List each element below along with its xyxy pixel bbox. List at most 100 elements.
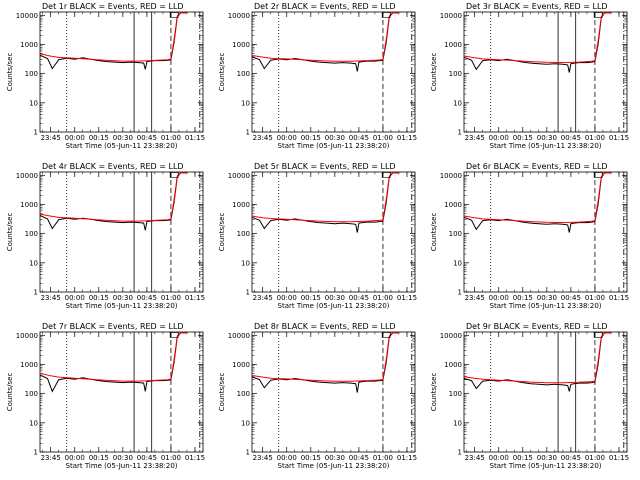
y-tick-label: 1000 (20, 201, 38, 209)
x-tick-label: 01:00 (585, 454, 605, 462)
y-tick-label: 10 (241, 99, 250, 107)
x-tick-label: 01:15 (609, 294, 629, 302)
y-tick-label: 1 (458, 449, 462, 457)
y-tick-label: 10 (453, 99, 462, 107)
y-tick-label: 10000 (16, 12, 38, 20)
series-line-events (464, 172, 611, 233)
y-tick-label: 10000 (16, 332, 38, 340)
y-axis-label: Counts/sec (218, 373, 226, 412)
x-tick-label: 01:00 (161, 294, 181, 302)
y-tick-label: 100 (25, 230, 38, 238)
y-tick-label: 10000 (228, 12, 250, 20)
chart-panel-2: Det 2r BLACK = Events, RED = LLD 1 10 100 10… (218, 2, 417, 150)
chart-panel-4: Det 4r BLACK = Events, RED = LLD 1 10 100 10… (6, 162, 205, 310)
chart-panel-5: Det 5r BLACK = Events, RED = LLD 1 10 100 10… (218, 162, 417, 310)
x-tick-label: 01:15 (185, 134, 205, 142)
x-tick-label: 00:30 (325, 294, 345, 302)
chart-title: Det 9r BLACK = Events, RED = LLD (466, 322, 608, 331)
chart-title: Det 8r BLACK = Events, RED = LLD (254, 322, 396, 331)
x-tick-label: 01:15 (397, 134, 417, 142)
y-tick-label: 1 (246, 449, 250, 457)
plot-frame (463, 11, 628, 133)
x-tick-label: 00:45 (137, 454, 157, 462)
x-tick-label: 00:45 (561, 294, 581, 302)
x-tick-label: 01:00 (585, 294, 605, 302)
y-tick-label: 100 (449, 70, 462, 78)
x-tick-label: 00:15 (513, 454, 533, 462)
series-line-lld (40, 172, 187, 222)
x-tick-label: 01:15 (185, 454, 205, 462)
x-tick-label: 00:30 (537, 134, 557, 142)
series-line-events (464, 332, 611, 392)
x-tick-label: 01:15 (185, 294, 205, 302)
x-tick-label: 23:45 (253, 454, 273, 462)
x-tick-label: 23:45 (253, 294, 273, 302)
x-tick-label: 00:30 (325, 454, 345, 462)
x-tick-label: 01:15 (397, 294, 417, 302)
x-tick-label: 01:15 (397, 454, 417, 462)
x-tick-label: 23:45 (465, 134, 485, 142)
x-tick-label: 00:15 (301, 134, 321, 142)
y-tick-label: 1000 (20, 361, 38, 369)
y-tick-label: 10000 (228, 172, 250, 180)
plot-frame (39, 11, 204, 133)
series-line-lld (40, 12, 187, 62)
y-axis-label: Counts/sec (6, 53, 14, 92)
series-line-lld (252, 172, 399, 223)
x-tick-label: 23:45 (41, 294, 61, 302)
peak-box-glyph (593, 172, 603, 178)
y-axis-label: Counts/sec (430, 53, 438, 92)
x-tick-label: 00:00 (65, 134, 85, 142)
chart-title: Det 5r BLACK = Events, RED = LLD (254, 162, 396, 171)
chart-title: Det 6r BLACK = Events, RED = LLD (466, 162, 608, 171)
y-tick-label: 1000 (232, 201, 250, 209)
peak-box-glyph (169, 332, 179, 338)
x-tick-label: 23:45 (465, 294, 485, 302)
x-tick-label: 00:00 (65, 294, 85, 302)
y-tick-label: 100 (237, 390, 250, 398)
x-tick-label: 23:45 (253, 134, 273, 142)
x-tick-label: 00:00 (489, 134, 509, 142)
x-axis-label: Start Time (05-Jun-11 23:38:20) (278, 302, 390, 310)
x-tick-label: 00:15 (301, 454, 321, 462)
chart-title: Det 1r BLACK = Events, RED = LLD (42, 2, 184, 11)
series-line-events (40, 172, 187, 231)
y-axis-label: Counts/sec (6, 213, 14, 252)
y-tick-label: 100 (237, 230, 250, 238)
chart-title: Det 7r BLACK = Events, RED = LLD (42, 322, 184, 331)
y-axis-label: Counts/sec (6, 373, 14, 412)
y-axis-label: Counts/sec (430, 213, 438, 252)
y-tick-label: 1000 (232, 41, 250, 49)
plot-frame (463, 331, 628, 453)
y-tick-label: 1 (246, 289, 250, 297)
x-tick-label: 01:00 (161, 134, 181, 142)
series-line-lld (252, 12, 399, 62)
peak-box-glyph (381, 12, 391, 18)
series-line-events (464, 12, 611, 73)
y-tick-label: 1000 (444, 361, 462, 369)
x-tick-label: 01:15 (609, 134, 629, 142)
plot-frame (251, 331, 416, 453)
x-tick-label: 00:00 (277, 294, 297, 302)
chart-title: Det 2r BLACK = Events, RED = LLD (254, 2, 396, 11)
series-line-events (40, 332, 187, 393)
y-tick-label: 10 (29, 99, 38, 107)
x-tick-label: 23:45 (465, 454, 485, 462)
peak-box-glyph (593, 12, 603, 18)
x-tick-label: 23:45 (41, 134, 61, 142)
y-axis-label: Counts/sec (430, 373, 438, 412)
x-tick-label: 00:45 (561, 134, 581, 142)
peak-box-glyph (381, 172, 391, 178)
x-axis-label: Start Time (05-Jun-11 23:38:20) (490, 142, 602, 150)
x-tick-label: 00:30 (537, 294, 557, 302)
peak-box-glyph (169, 12, 179, 18)
y-axis-label: Counts/sec (218, 213, 226, 252)
x-tick-label: 00:00 (277, 134, 297, 142)
x-tick-label: 01:00 (161, 454, 181, 462)
y-tick-label: 10 (29, 259, 38, 267)
y-tick-label: 1000 (444, 201, 462, 209)
plot-frame (251, 11, 416, 133)
y-tick-label: 100 (449, 390, 462, 398)
peak-box-glyph (593, 332, 603, 338)
